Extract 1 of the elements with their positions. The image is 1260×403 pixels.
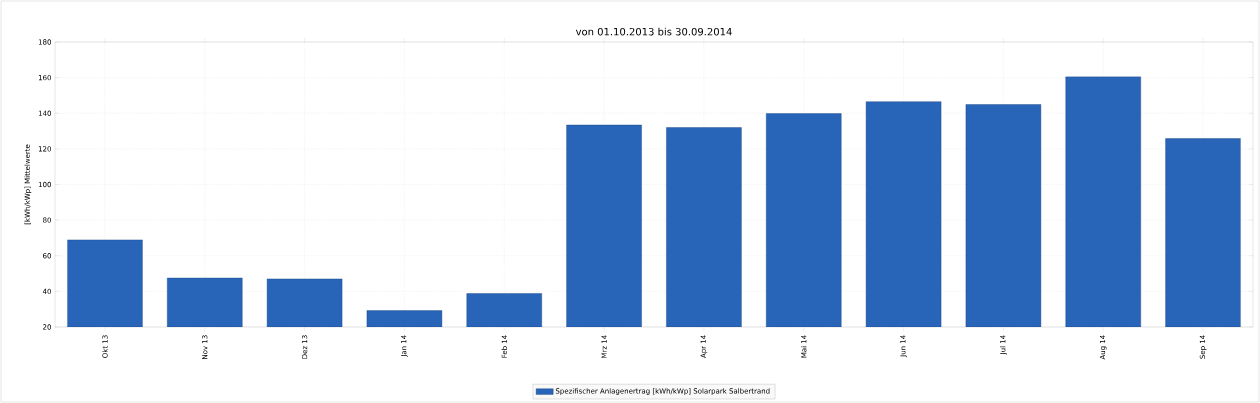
- chart-title: von 01.10.2013 bis 30.09.2014: [575, 27, 732, 36]
